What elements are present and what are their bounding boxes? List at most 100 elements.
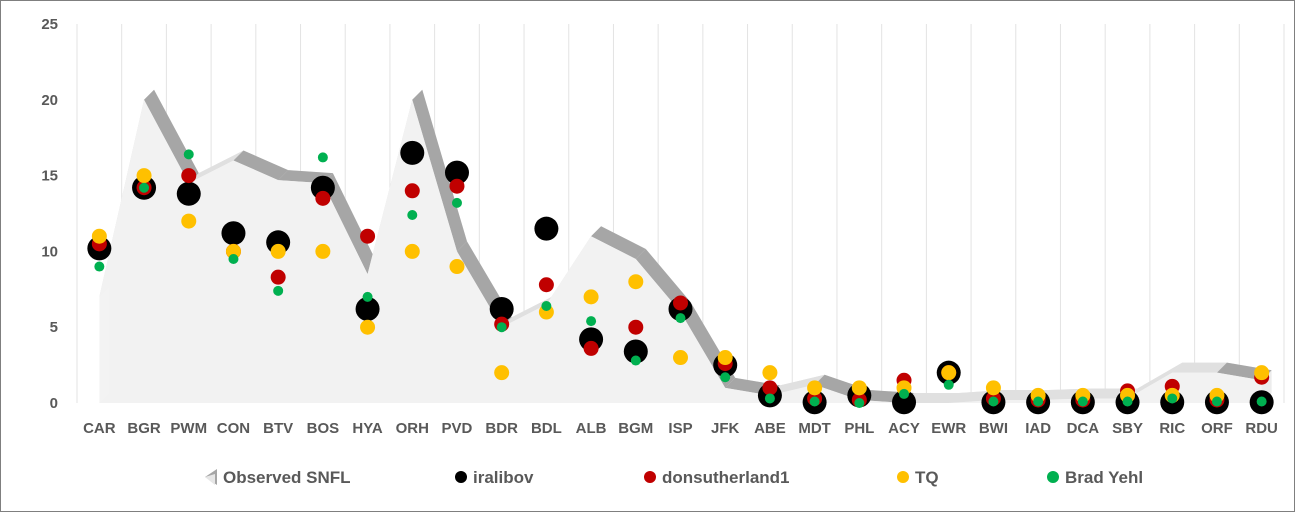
legend-label-tq: TQ xyxy=(915,468,939,487)
x-tick-label-con: CON xyxy=(217,420,250,437)
point-brad-yehl-bwi xyxy=(988,396,999,407)
x-tick-label-bos: BOS xyxy=(307,420,340,437)
x-tick-label-bwi: BWI xyxy=(979,420,1008,437)
legend-label-brad-yehl: Brad Yehl xyxy=(1065,468,1143,487)
legend-label-donsutherland1: donsutherland1 xyxy=(662,468,790,487)
point-iralibov-hya xyxy=(355,297,380,322)
area-ribbon-segment xyxy=(322,173,378,275)
point-tq-jfk xyxy=(717,350,733,366)
point-tq-bos xyxy=(315,243,331,259)
point-tq-hya xyxy=(360,319,376,335)
legend: Observed SNFL iralibov donsutherland1 TQ Bra… xyxy=(205,468,1143,487)
point-tq-abe xyxy=(762,365,778,381)
point-brad-yehl-isp xyxy=(675,313,686,324)
point-tq-pvd xyxy=(449,259,465,275)
area-ribbon-segment xyxy=(188,150,244,184)
point-brad-yehl-bgr xyxy=(139,182,150,193)
point-tq-car xyxy=(91,228,107,244)
x-tick-label-hya: HYA xyxy=(352,420,382,437)
area-ribbon-segment xyxy=(635,248,691,313)
point-brad-yehl-phl xyxy=(854,398,865,408)
legend-swatch-donsutherland1 xyxy=(644,471,656,483)
x-tick-label-car: CAR xyxy=(83,420,116,437)
x-tick-label-orh: ORH xyxy=(396,420,429,437)
point-brad-yehl-iad xyxy=(1033,396,1044,407)
markers xyxy=(87,140,1274,415)
point-brad-yehl-jfk xyxy=(720,372,731,383)
area-ribbon-segment xyxy=(769,374,825,396)
point-iralibov-con xyxy=(221,221,246,246)
area-ribbon-segment xyxy=(412,89,467,252)
legend-swatch-brad-yehl xyxy=(1047,471,1059,483)
point-donsutherland1-pwm xyxy=(181,168,197,184)
legend-label-iralibov: iralibov xyxy=(473,468,534,487)
axes: 0 5 10 15 20 25 CAR BGR PWM CON BTV BOS HYA ORH PVD BDR… xyxy=(41,16,1278,437)
point-iralibov-bgm xyxy=(623,339,648,364)
area-ribbon-segment xyxy=(233,150,289,181)
point-brad-yehl-pwm xyxy=(183,149,194,160)
point-tq-alb xyxy=(583,289,599,305)
point-brad-yehl-car xyxy=(94,261,105,272)
point-iralibov-orh xyxy=(400,140,425,165)
point-tq-bgr xyxy=(136,168,152,184)
x-tick-label-isp: ISP xyxy=(668,420,692,437)
y-tick-label: 0 xyxy=(50,395,58,412)
point-tq-mdt xyxy=(807,380,823,396)
x-tick-label-orf: ORF xyxy=(1201,420,1233,437)
point-iralibov-bos xyxy=(310,175,335,200)
point-brad-yehl-acy xyxy=(899,388,910,399)
y-tick-label: 5 xyxy=(50,319,58,336)
legend-swatch-face-observed-snfl xyxy=(205,474,215,485)
point-donsutherland1-orh xyxy=(404,183,420,199)
point-iralibov-pvd xyxy=(444,160,469,185)
point-brad-yehl-ewr xyxy=(943,379,954,390)
point-brad-yehl-bos xyxy=(317,152,328,163)
point-brad-yehl-bdl xyxy=(541,300,552,311)
x-tick-label-bdl: BDL xyxy=(531,420,562,437)
area-ribbon-segment xyxy=(1127,362,1183,399)
point-brad-yehl-ric xyxy=(1167,393,1178,404)
x-tick-label-ewr: EWR xyxy=(931,420,966,437)
x-tick-label-alb: ALB xyxy=(576,420,607,437)
point-brad-yehl-rdu xyxy=(1256,396,1267,407)
point-brad-yehl-bgm xyxy=(630,355,641,366)
point-brad-yehl-btv xyxy=(273,285,284,296)
area-ribbon-segment xyxy=(591,226,646,259)
x-tick-label-pvd: PVD xyxy=(442,420,473,437)
point-brad-yehl-orh xyxy=(407,210,418,221)
point-tq-orh xyxy=(404,243,420,259)
x-tick-label-bdr: BDR xyxy=(485,420,518,437)
point-tq-bgm xyxy=(628,274,644,290)
point-tq-bwi xyxy=(985,380,1001,396)
point-donsutherland1-bos xyxy=(315,190,331,206)
area-front-face xyxy=(99,99,1262,404)
x-tick-label-acy: ACY xyxy=(888,420,920,437)
point-tq-rdu xyxy=(1254,365,1270,381)
point-donsutherland1-btv xyxy=(270,269,286,285)
legend-label-observed-snfl: Observed SNFL xyxy=(223,468,351,487)
point-iralibov-acy xyxy=(892,390,917,415)
y-tick-label: 20 xyxy=(41,92,58,109)
point-brad-yehl-mdt xyxy=(809,396,820,407)
point-brad-yehl-hya xyxy=(362,291,373,302)
point-tq-btv xyxy=(270,243,286,259)
point-brad-yehl-pvd xyxy=(451,197,462,208)
area-ribbon-segment xyxy=(904,393,959,403)
point-donsutherland1-abe xyxy=(762,380,778,396)
point-brad-yehl-alb xyxy=(586,316,597,327)
x-tick-label-bgm: BGM xyxy=(618,420,653,437)
point-tq-isp xyxy=(673,350,688,366)
point-brad-yehl-sby xyxy=(1122,396,1133,407)
x-tick-label-ric: RIC xyxy=(1159,420,1185,437)
x-tick-label-abe: ABE xyxy=(754,420,786,437)
x-tick-label-sby: SBY xyxy=(1112,420,1143,437)
x-tick-label-dca: DCA xyxy=(1067,420,1100,437)
point-tq-phl xyxy=(851,380,867,396)
area-ribbon-segment xyxy=(144,89,199,184)
y-tick-label: 25 xyxy=(41,16,58,33)
x-tick-label-bgr: BGR xyxy=(127,420,161,437)
y-tick-label: 10 xyxy=(41,243,58,260)
point-tq-con xyxy=(225,243,241,259)
legend-swatch-tq xyxy=(897,471,909,483)
